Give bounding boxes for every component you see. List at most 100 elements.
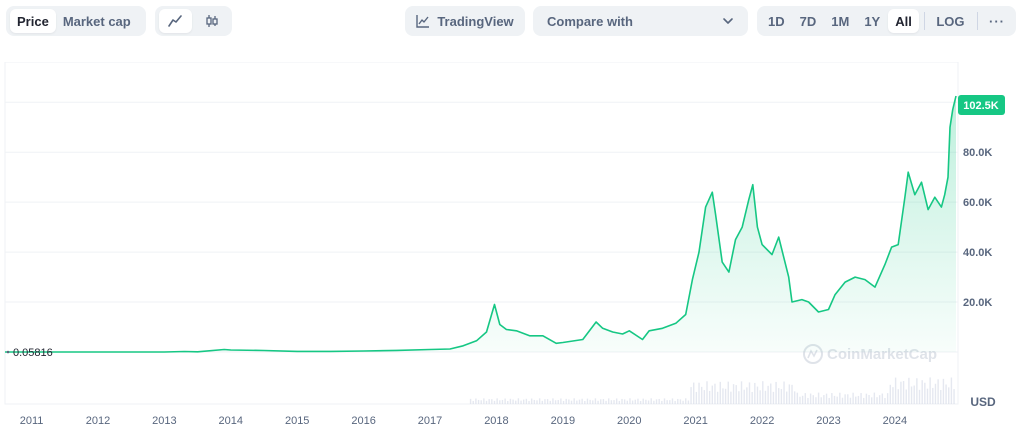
volume-bar (794, 391, 795, 404)
volume-bar (507, 401, 508, 404)
volume-bar (627, 401, 628, 404)
volume-bar (526, 399, 527, 404)
volume-bar (765, 391, 766, 404)
volume-bar (552, 398, 553, 404)
volume-bar (932, 388, 933, 404)
volume-bar (953, 389, 954, 404)
volume-bar (712, 386, 713, 404)
volume-bar (473, 401, 474, 404)
volume-bar (831, 393, 832, 404)
volume-bar (879, 395, 880, 404)
volume-bar (589, 400, 590, 404)
volume-bar (648, 400, 649, 404)
x-tick-label: 2014 (219, 415, 243, 426)
tab-market-cap[interactable]: Market cap (56, 9, 138, 33)
chart-type-toggle (155, 6, 232, 36)
volume-bar (948, 387, 949, 404)
volume-bar (728, 382, 729, 404)
current-price-text: 102.5K (963, 100, 999, 112)
volume-bar (661, 401, 662, 404)
volume-bar (605, 401, 606, 404)
volume-bar (637, 399, 638, 404)
volume-bar (738, 391, 739, 404)
range-all[interactable]: All (888, 9, 919, 33)
volume-bar (550, 401, 551, 404)
volume-bar (510, 399, 511, 404)
volume-bar (892, 387, 893, 404)
volume-bar (629, 398, 630, 404)
volume-bar (924, 383, 925, 404)
volume-bar (767, 386, 768, 404)
volume-bar (571, 401, 572, 404)
volume-bar (576, 401, 577, 404)
volume-bar (773, 392, 774, 404)
volume-bar (943, 379, 944, 404)
line-chart-icon (168, 14, 182, 28)
volume-bar (770, 384, 771, 404)
volume-bar (945, 384, 946, 404)
volume-bar (919, 390, 920, 404)
candlestick-button[interactable] (196, 9, 229, 33)
volume-bar (475, 399, 476, 404)
volume-bar (624, 399, 625, 404)
volume-bar (494, 401, 495, 404)
range-1m[interactable]: 1M (824, 9, 856, 33)
range-7d[interactable]: 7D (793, 9, 824, 33)
volume-bar (929, 377, 930, 404)
x-tick-label: 2016 (351, 415, 375, 426)
volume-bar (733, 384, 734, 404)
volume-bar (584, 401, 585, 404)
x-tick-label: 2021 (683, 415, 707, 426)
volume-bar (669, 400, 670, 404)
volume-bar (736, 385, 737, 404)
volume-bar (717, 392, 718, 404)
range-1y[interactable]: 1Y (857, 9, 887, 33)
volume-bar (547, 399, 548, 404)
volume-bar (757, 387, 758, 404)
volume-bar (906, 390, 907, 404)
volume-bar (645, 400, 646, 404)
volume-bar (871, 397, 872, 404)
compare-with-label: Compare with (547, 14, 633, 29)
y-tick-label: 40.0K (963, 247, 992, 259)
volume-bar (664, 398, 665, 404)
x-tick-label: 2011 (20, 415, 44, 426)
volume-bar (921, 380, 922, 404)
volume-bar (876, 397, 877, 404)
volume-bar (714, 384, 715, 404)
volume-bar (759, 390, 760, 404)
volume-bar (682, 401, 683, 404)
volume-bar (632, 401, 633, 404)
volume-bar (587, 399, 588, 404)
more-options-button[interactable]: ··· (982, 9, 1012, 33)
volume-bar (566, 399, 567, 404)
log-scale-button[interactable]: LOG (929, 9, 971, 33)
volume-bar (789, 384, 790, 404)
volume-bar (749, 382, 750, 404)
volume-bar (496, 398, 497, 404)
line-chart-button[interactable] (159, 9, 192, 33)
volume-bar (762, 381, 763, 404)
volume-bar (836, 397, 837, 404)
volume-bar (555, 400, 556, 404)
volume-bar (680, 399, 681, 404)
volume-bar (677, 399, 678, 404)
volume-bar (828, 398, 829, 404)
volume-bar (520, 401, 521, 404)
tradingview-button[interactable]: TradingView (405, 6, 525, 36)
volume-bar (868, 395, 869, 404)
volume-bar (640, 401, 641, 404)
tab-price[interactable]: Price (10, 9, 56, 33)
volume-bar (786, 392, 787, 404)
volume-bar (874, 393, 875, 404)
compare-with-select[interactable]: Compare with (533, 6, 748, 36)
volume-bar (658, 399, 659, 404)
volume-bar (693, 383, 694, 404)
volume-bar (807, 398, 808, 404)
volume-bar (698, 383, 699, 404)
range-1d[interactable]: 1D (761, 9, 792, 33)
volume-bar (483, 398, 484, 404)
volume-bar (852, 393, 853, 404)
volume-bar (709, 391, 710, 404)
